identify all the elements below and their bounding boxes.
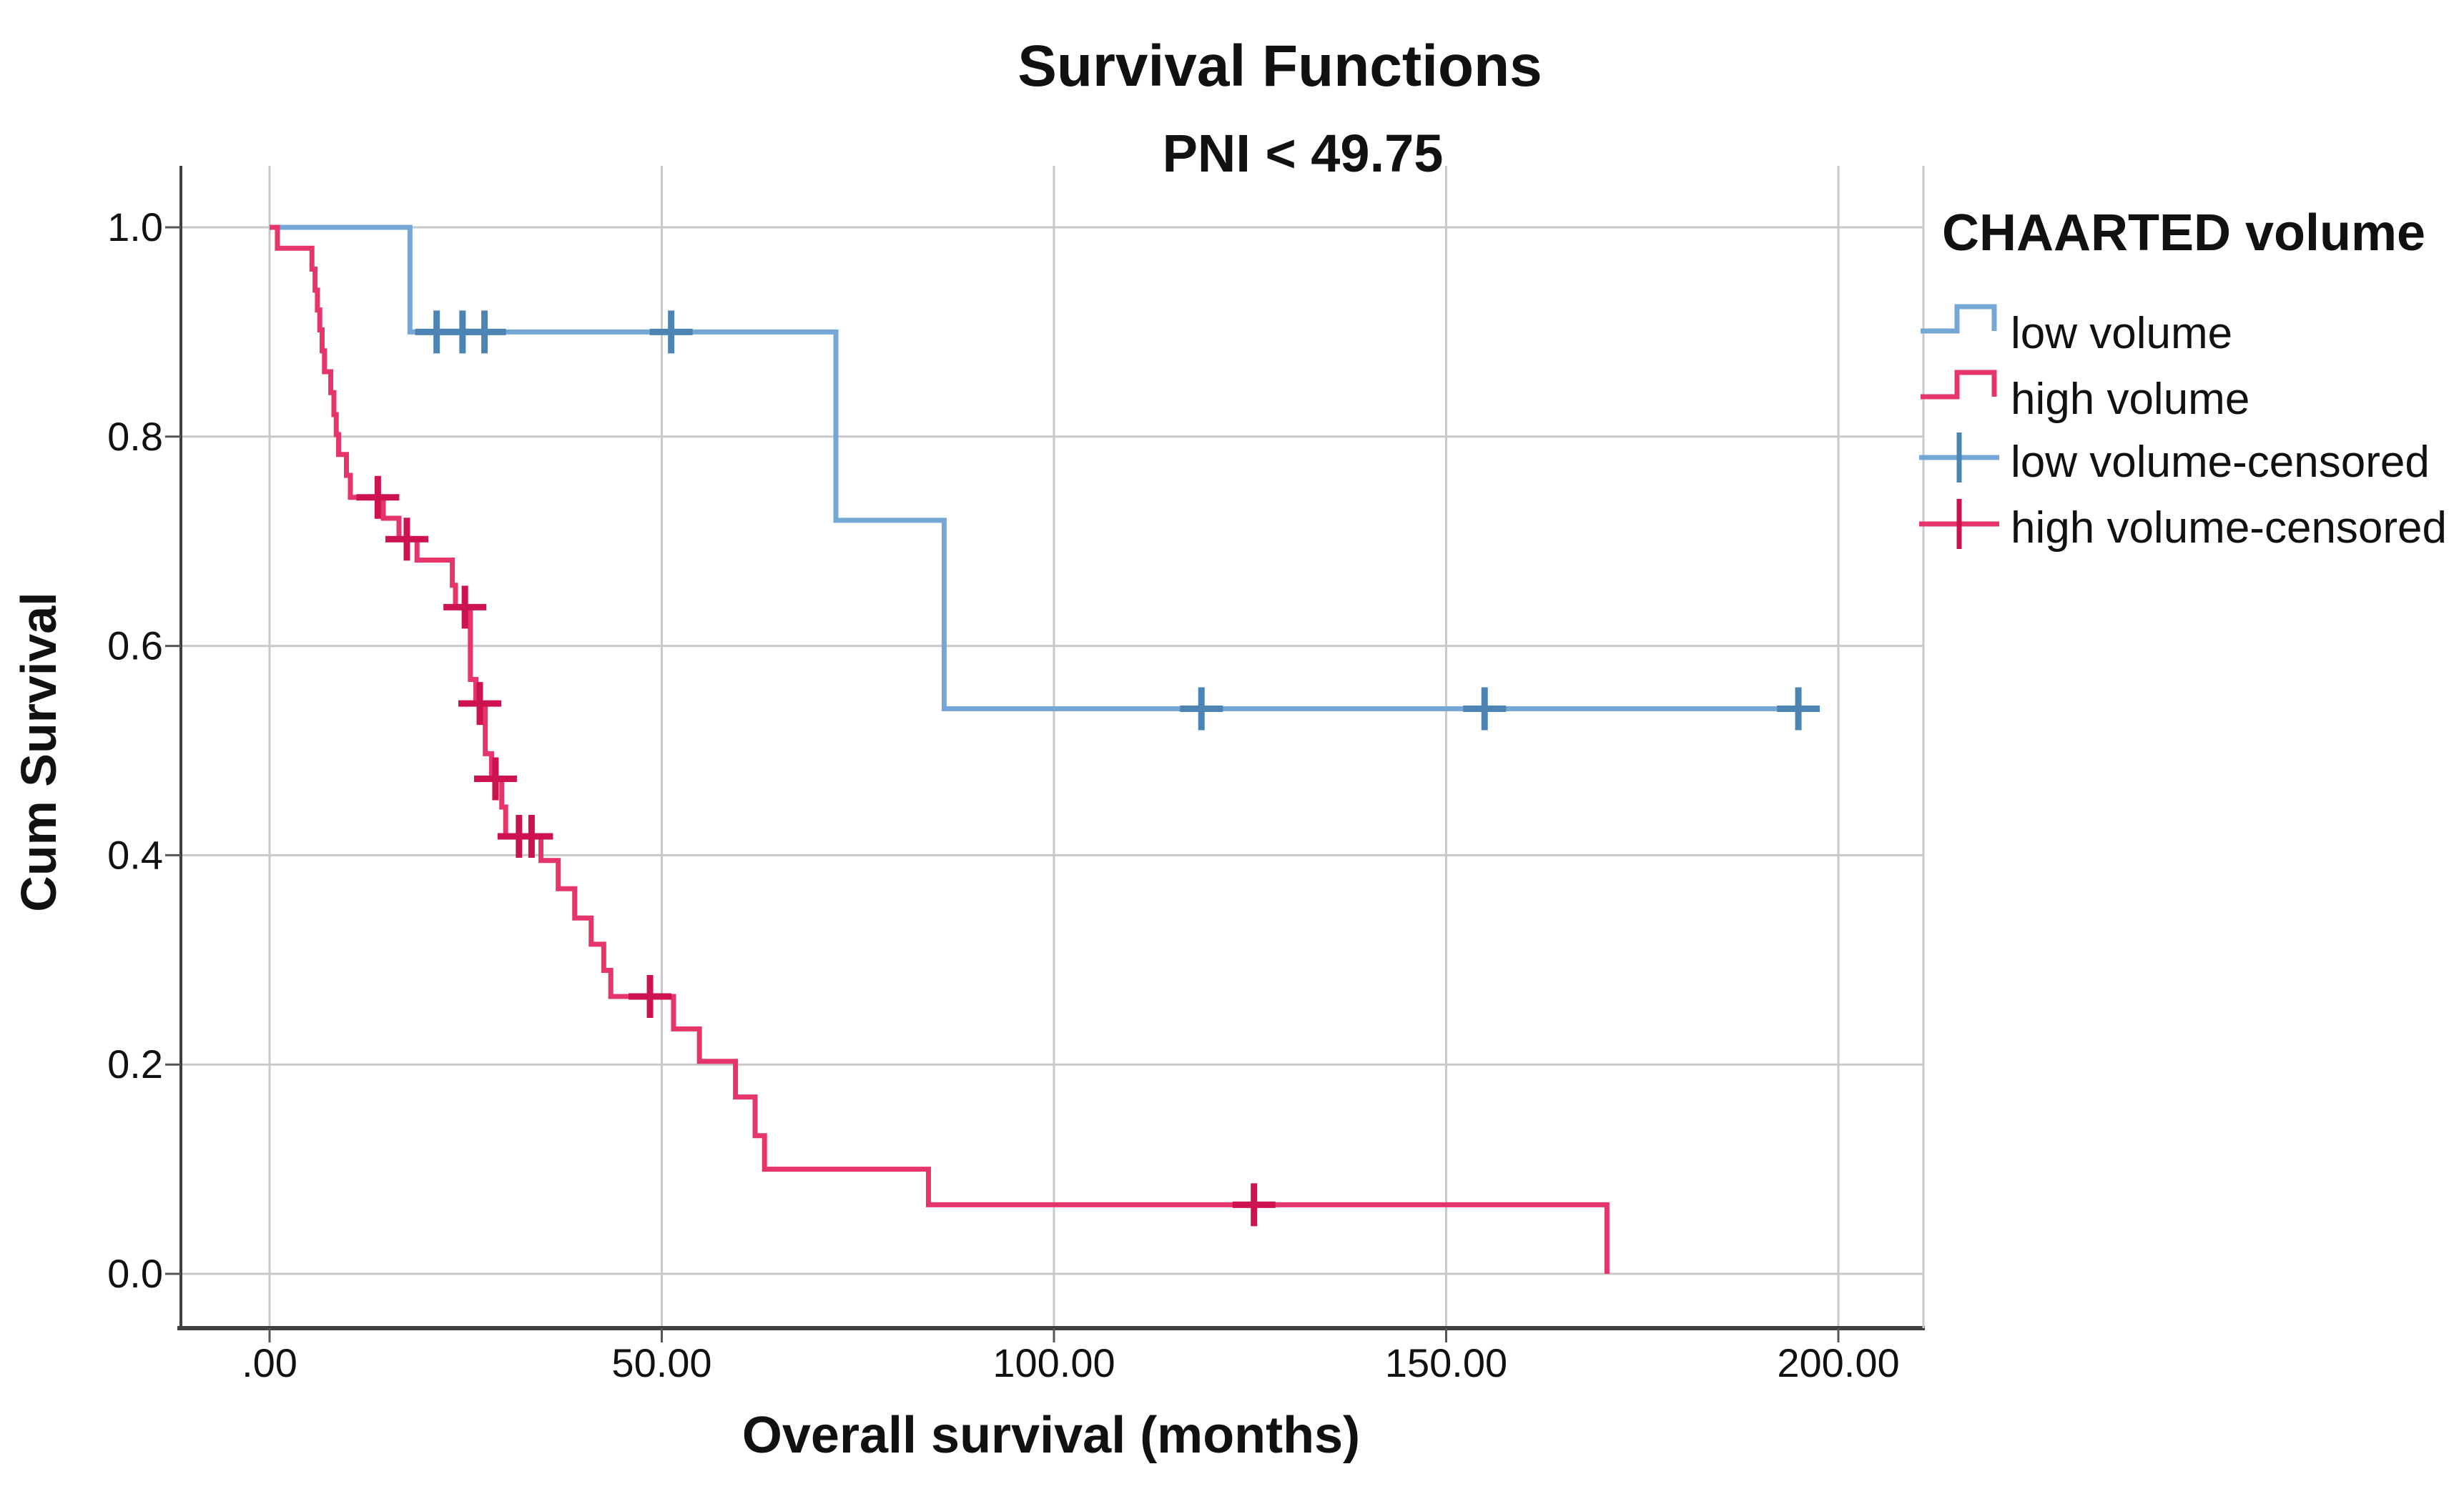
y-tick-label: 0.0 <box>107 1251 163 1296</box>
x-tick-label: 200.00 <box>1777 1340 1899 1385</box>
y-tick-label: 0.4 <box>107 832 163 877</box>
censor-mark-high-volume <box>385 518 428 561</box>
censor-mark-high-volume <box>443 585 487 629</box>
y-tick-label: 0.8 <box>107 414 163 459</box>
y-tick-label: 1.0 <box>107 204 163 249</box>
gridlines <box>181 166 1923 1328</box>
censor-marks <box>356 310 1820 1227</box>
x-tick-label: 100.00 <box>992 1340 1115 1385</box>
axis-tick-labels: .00 50.00 100.00 150.00 200.00 0.0 0.2 0.4 0.6 0.… <box>107 204 1900 1385</box>
survival-curves <box>270 224 1810 1274</box>
censor-mark-low-volume <box>1777 687 1820 731</box>
legend-censored-swatch-low-volume <box>1919 432 1999 483</box>
censor-mark-high-volume <box>510 815 553 859</box>
legend-item-low-volume-censored: low volume-censored <box>2011 437 2430 487</box>
legend-title: CHAARTED volume <box>1942 204 2425 262</box>
chart-subtitle: PNI < 49.75 <box>1163 124 1444 183</box>
censor-mark-low-volume <box>463 310 506 354</box>
censor-mark-high-volume <box>458 682 501 726</box>
y-tick-label: 0.2 <box>107 1042 163 1087</box>
plot-frame <box>177 166 1925 1330</box>
censor-mark-low-volume <box>649 310 693 354</box>
legend-censored-swatch-high-volume <box>1919 499 1999 549</box>
axis-ticks <box>165 226 1840 1342</box>
legend-item-high-volume-censored: high volume-censored <box>2011 503 2447 553</box>
censor-mark-high-volume <box>356 475 400 519</box>
censor-mark-high-volume <box>1232 1183 1276 1227</box>
chart-title: Survival Functions <box>1017 34 1542 99</box>
x-axis-title: Overall survival (months) <box>742 1407 1360 1464</box>
legend-item-low-volume: low volume <box>2011 309 2232 358</box>
survival-curve-high-volume <box>270 224 1610 1274</box>
x-tick-label: 150.00 <box>1385 1340 1507 1385</box>
legend-item-high-volume: high volume <box>2011 375 2249 424</box>
legend-step-swatch-high-volume <box>1921 370 1997 400</box>
y-axis-title: Cum Survival <box>11 592 66 911</box>
censor-mark-low-volume <box>1180 687 1223 731</box>
y-tick-label: 0.6 <box>107 623 163 668</box>
censor-mark-high-volume <box>629 975 672 1019</box>
legend-step-swatch-low-volume <box>1921 304 1997 334</box>
x-tick-label: 50.00 <box>611 1340 711 1385</box>
survival-curve-low-volume <box>270 224 1810 711</box>
legend-swatches <box>1919 304 1999 549</box>
x-tick-label: .00 <box>242 1340 297 1385</box>
censor-mark-high-volume <box>473 757 517 801</box>
censor-mark-low-volume <box>1463 687 1507 731</box>
